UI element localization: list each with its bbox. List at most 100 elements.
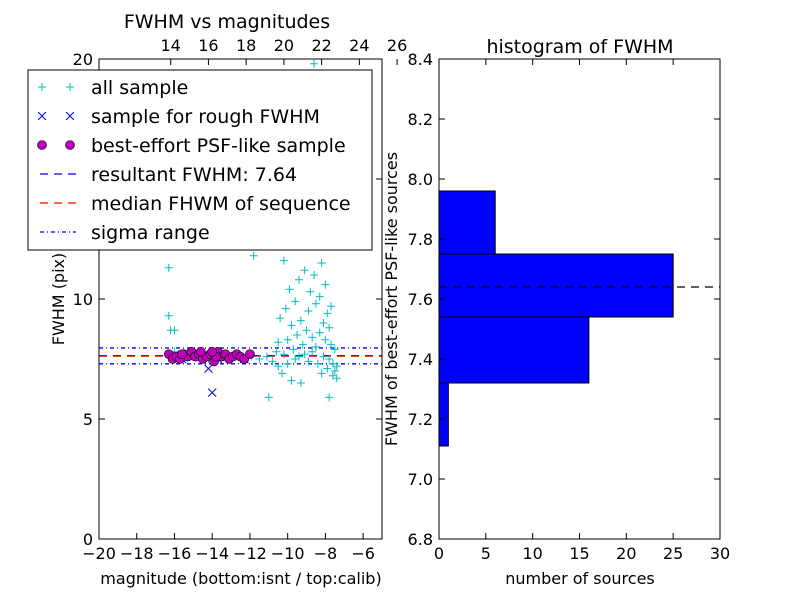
top-x-tick-label: 24 [349, 36, 369, 55]
left-x-tick-label: −10 [271, 544, 305, 563]
point-s2-25 [207, 346, 217, 357]
top-x-tick-label: 16 [198, 36, 218, 55]
point-s0-41 [296, 316, 305, 325]
left-x-tick-label: −20 [82, 544, 116, 563]
point-s0-44 [300, 266, 309, 275]
point-s0-50 [306, 287, 315, 296]
point-s0-25 [279, 350, 288, 359]
point-s0-20 [274, 338, 283, 347]
right-chart: histogram of FWHM 0 5 10 15 20 25 30 6.8 7.0 7.2 7… [382, 36, 730, 588]
right-x-tick-label: 25 [663, 544, 683, 563]
left-y-tick-label: 10 [73, 290, 93, 309]
legend-entry-median: median FHWM of sequence [40, 193, 351, 215]
point-s0-24 [279, 256, 288, 265]
left-x-tick-label: −12 [233, 544, 267, 563]
legend-entry-rough: sample for rough FWHM [37, 106, 320, 128]
right-y-tick-label: 7.0 [408, 470, 433, 489]
left-x-tick-label: −14 [195, 544, 229, 563]
point-s0-66 [321, 280, 330, 289]
point-s0-59 [313, 359, 322, 368]
right-y-tick-label: 7.8 [408, 230, 433, 249]
point-s0-73 [327, 302, 336, 311]
right-y-tick-label: 7.6 [408, 290, 433, 309]
right-y-tick-label: 6.8 [408, 530, 433, 549]
point-s0-19 [272, 347, 281, 356]
point-s0-0 [164, 311, 173, 320]
left-chart: FWHM vs magnitudes −20 −18 −16 −14 −12 −10 −8−… [27, 11, 407, 588]
legend: all sample sample for rough FWHM best-effo… [27, 69, 373, 251]
point-s0-21 [274, 362, 283, 371]
right-y-tick-label: 7.2 [408, 410, 433, 429]
legend-entry-resultant: resultant FWHM: 7.64 [40, 164, 297, 186]
histogram-bar-0 [438, 382, 449, 447]
legend-label-best: best-effort PSF-like sample [91, 135, 346, 157]
right-x-tick-label: 20 [616, 544, 636, 563]
top-x-tick-label: 20 [274, 36, 294, 55]
point-s0-14 [249, 251, 258, 260]
point-s0-26 [281, 304, 290, 313]
point-s2-22 [196, 346, 206, 357]
legend-label-resultant: resultant FWHM: 7.64 [91, 164, 297, 186]
point-s0-17 [264, 393, 273, 402]
series-2 [164, 346, 255, 367]
point-s1-5 [207, 388, 217, 397]
legend-label-sigma: sigma range [91, 222, 210, 244]
point-s0-69 [323, 364, 332, 373]
right-y-tick-label: 7.4 [408, 350, 433, 369]
right-x-tick-label: 15 [569, 544, 589, 563]
left-chart-title: FWHM vs magnitudes [124, 11, 330, 33]
point-s0-52 [308, 333, 317, 342]
left-y-tick-label: 20 [73, 50, 93, 69]
legend-marker-all [38, 83, 46, 91]
point-s1-4 [204, 364, 213, 373]
right-x-tick-label: 30 [710, 544, 730, 563]
point-s0-76 [330, 345, 339, 354]
point-s0-78 [332, 374, 341, 383]
right-x-tick-label: 5 [481, 544, 491, 563]
point-s0-57 [311, 343, 320, 351]
right-y-tick-label: 8.0 [408, 170, 433, 189]
point-s0-29 [285, 285, 294, 294]
point-s0-61 [315, 328, 324, 337]
legend-label-median: median FHWM of sequence [91, 193, 351, 215]
point-s0-63 [317, 369, 326, 378]
left-y-tick-label: 0 [83, 530, 93, 549]
point-s0-15 [255, 355, 264, 363]
top-x-tick-label: 14 [161, 36, 181, 55]
point-s0-30 [287, 376, 296, 385]
point-s0-54 [310, 271, 319, 279]
right-plot-area [438, 190, 720, 447]
right-x-axis-label: number of sources [505, 569, 655, 588]
left-x-tick-label: −6 [351, 544, 375, 563]
legend-entry-all: all sample [38, 77, 188, 99]
histogram-bar-3 [438, 190, 496, 255]
point-s2-24 [177, 349, 187, 360]
point-s0-33 [289, 345, 298, 354]
point-s0-35 [291, 297, 300, 306]
left-plot-area [99, 59, 382, 402]
point-s0-65 [319, 352, 328, 361]
legend-marker-rough [37, 111, 47, 121]
legend-marker-best [37, 140, 47, 150]
legend-marker-all [66, 83, 74, 91]
point-s0-39 [294, 275, 303, 284]
point-s0-72 [327, 340, 336, 349]
top-x-tick-label: 22 [311, 36, 331, 55]
point-s0-45 [300, 350, 309, 359]
point-s0-40 [296, 379, 305, 387]
point-s0-70 [325, 323, 334, 332]
point-s0-42 [298, 340, 307, 349]
point-s0-62 [317, 259, 326, 267]
point-s0-71 [325, 355, 334, 363]
legend-marker-rough [65, 111, 75, 121]
point-s0-79 [332, 362, 341, 371]
right-x-tick-label: 10 [522, 544, 542, 563]
left-x-tick-label: −16 [158, 544, 192, 563]
point-s0-16 [262, 352, 271, 361]
top-x-tick-label: 26 [387, 36, 407, 55]
point-s0-68 [323, 309, 332, 318]
right-chart-title: histogram of FWHM [486, 36, 673, 58]
left-y-axis-label: FWHM (pix) [49, 253, 68, 346]
legend-label-rough: sample for rough FWHM [91, 106, 320, 128]
